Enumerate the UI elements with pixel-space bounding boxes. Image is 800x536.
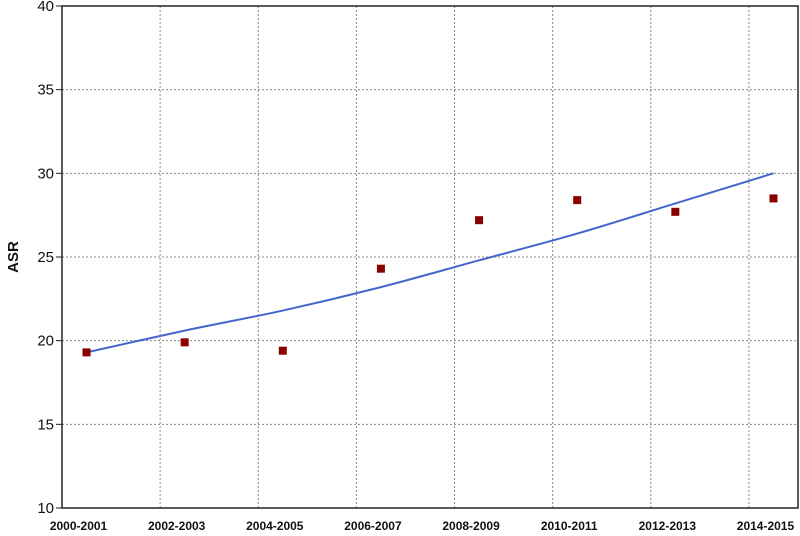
x-tick-label: 2014-2015 xyxy=(737,519,795,533)
x-tick-label: 2000-2001 xyxy=(50,519,108,533)
data-point xyxy=(769,194,778,203)
x-tick-label: 2004-2005 xyxy=(246,519,304,533)
y-tick-label: 10 xyxy=(37,500,54,517)
x-tick-label: 2012-2013 xyxy=(639,519,697,533)
x-tick-label: 2008-2009 xyxy=(442,519,500,533)
data-point xyxy=(82,348,91,357)
y-tick-label: 20 xyxy=(37,333,54,350)
points-series xyxy=(82,194,778,357)
y-tick-label: 35 xyxy=(37,82,54,99)
x-tick-label: 2010-2011 xyxy=(541,519,598,533)
grid xyxy=(62,6,798,508)
y-tick-label: 40 xyxy=(37,0,54,15)
y-tick-label: 25 xyxy=(37,249,54,266)
y-tick-label: 30 xyxy=(37,165,54,182)
y-axis-title: ASR xyxy=(5,241,22,273)
y-axis-ticks: 10 15 20 25 30 35 40 xyxy=(37,0,62,517)
data-point xyxy=(671,207,680,216)
data-point xyxy=(180,338,189,347)
y-tick-label: 15 xyxy=(37,416,54,433)
data-point xyxy=(475,216,484,225)
data-point xyxy=(278,346,287,355)
data-point xyxy=(376,264,385,273)
x-axis-ticks: 2000-2001 2002-2003 2004-2005 2006-2007 2008… xyxy=(50,519,795,533)
trend-line xyxy=(86,172,774,354)
x-tick-label: 2002-2003 xyxy=(148,519,206,533)
x-tick-label: 2006-2007 xyxy=(344,519,402,533)
trend-series xyxy=(86,172,774,354)
data-point xyxy=(573,196,582,205)
